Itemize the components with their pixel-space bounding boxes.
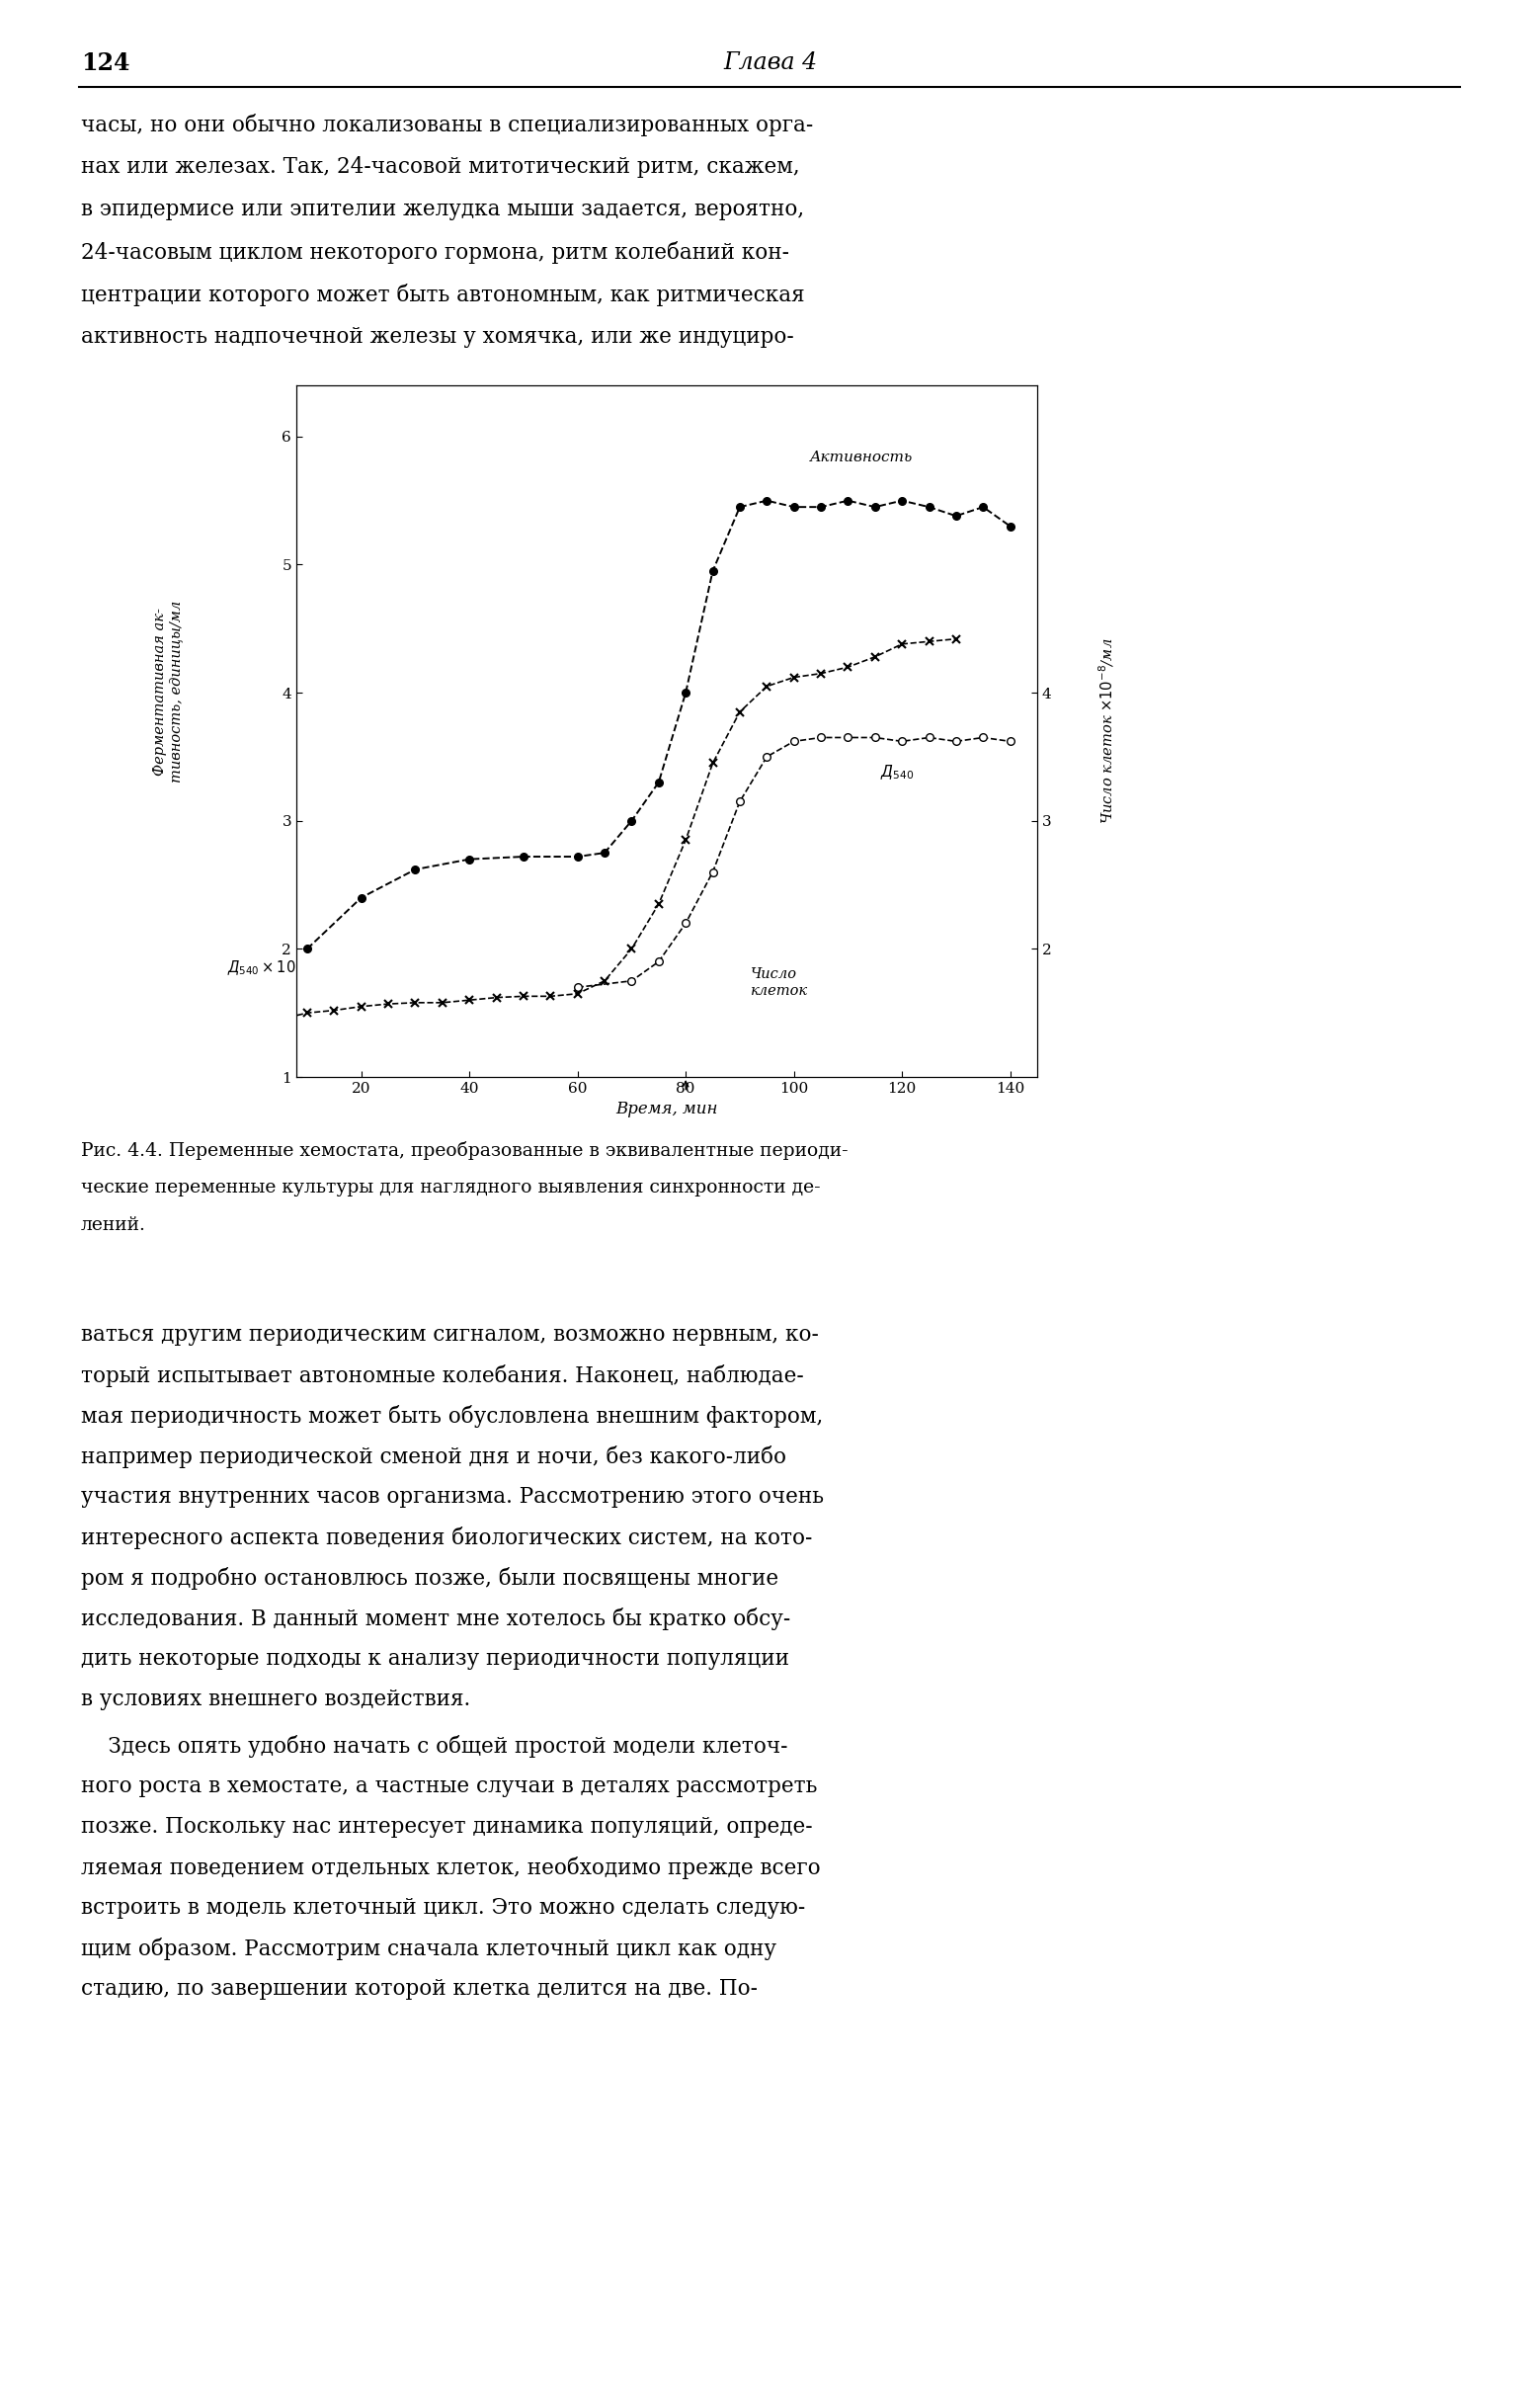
Text: ваться другим периодическим сигналом, возможно нервным, ко-: ваться другим периодическим сигналом, во… — [82, 1323, 819, 1347]
Text: $Д_{540}$: $Д_{540}$ — [881, 763, 915, 782]
Text: Число клеток $\times10^{-8}$/мл: Число клеток $\times10^{-8}$/мл — [1096, 639, 1117, 825]
Text: исследования. В данный момент мне хотелось бы кратко обсу-: исследования. В данный момент мне хотело… — [82, 1607, 790, 1631]
Text: 124: 124 — [82, 50, 129, 74]
Text: Рис. 4.4. Переменные хемостата, преобразованные в эквивалентные периоди-: Рис. 4.4. Переменные хемостата, преобраз… — [82, 1141, 849, 1160]
Text: дить некоторые подходы к анализу периодичности популяции: дить некоторые подходы к анализу периоди… — [82, 1648, 790, 1670]
Text: Здесь опять удобно начать с общей простой модели клеточ-: Здесь опять удобно начать с общей просто… — [82, 1734, 788, 1758]
Text: участия внутренних часов организма. Рассмотрению этого очень: участия внутренних часов организма. Расс… — [82, 1485, 824, 1507]
Text: ного роста в хемостате, а частные случаи в деталях рассмотреть: ного роста в хемостате, а частные случаи… — [82, 1775, 818, 1796]
Text: ром я подробно остановлюсь позже, были посвящены многие: ром я подробно остановлюсь позже, были п… — [82, 1567, 779, 1591]
Text: в эпидермисе или эпителии желудка мыши задается, вероятно,: в эпидермисе или эпителии желудка мыши з… — [82, 199, 804, 220]
Text: Ферментативная ак-
тивность, единицы/мл: Ферментативная ак- тивность, единицы/мл — [152, 600, 183, 782]
Text: часы, но они обычно локализованы в специализированных орга-: часы, но они обычно локализованы в специ… — [82, 115, 813, 136]
Text: центрации которого может быть автономным, как ритмическая: центрации которого может быть автономным… — [82, 285, 805, 306]
Text: нах или железах. Так, 24-часовой митотический ритм, скажем,: нах или железах. Так, 24-часовой митотич… — [82, 155, 799, 177]
Text: Число
клеток: Число клеток — [750, 969, 809, 997]
Text: интересного аспекта поведения биологических систем, на кото-: интересного аспекта поведения биологичес… — [82, 1526, 813, 1550]
Text: лений.: лений. — [82, 1215, 146, 1234]
Text: 24-часовым циклом некоторого гормона, ритм колебаний кон-: 24-часовым циклом некоторого гормона, ри… — [82, 242, 790, 263]
Text: мая периодичность может быть обусловлена внешним фактором,: мая периодичность может быть обусловлена… — [82, 1404, 822, 1428]
Text: ческие переменные культуры для наглядного выявления синхронности де-: ческие переменные культуры для наглядног… — [82, 1179, 821, 1196]
Text: в условиях внешнего воздействия.: в условиях внешнего воздействия. — [82, 1689, 470, 1710]
Text: стадию, по завершении которой клетка делится на две. По-: стадию, по завершении которой клетка дел… — [82, 1978, 758, 2000]
Text: $Д_{540}\times10$: $Д_{540}\times10$ — [228, 959, 296, 978]
Text: щим образом. Рассмотрим сначала клеточный цикл как одну: щим образом. Рассмотрим сначала клеточны… — [82, 1938, 776, 1961]
Text: Глава 4: Глава 4 — [722, 50, 818, 74]
Text: Активность: Активность — [810, 452, 913, 464]
Text: встроить в модель клеточный цикл. Это можно сделать следую-: встроить в модель клеточный цикл. Это мо… — [82, 1897, 805, 1918]
Text: торый испытывает автономные колебания. Наконец, наблюдае-: торый испытывает автономные колебания. Н… — [82, 1363, 804, 1387]
Text: активность надпочечной железы у хомячка, или же индуциро-: активность надпочечной железы у хомячка,… — [82, 325, 795, 347]
X-axis label: Время, мин: Время, мин — [616, 1100, 718, 1117]
Text: например периодической сменой дня и ночи, без какого-либо: например периодической сменой дня и ночи… — [82, 1445, 787, 1469]
Text: позже. Поскольку нас интересует динамика популяций, опреде-: позже. Поскольку нас интересует динамика… — [82, 1816, 813, 1837]
Text: ляемая поведением отдельных клеток, необходимо прежде всего: ляемая поведением отдельных клеток, необ… — [82, 1856, 821, 1880]
